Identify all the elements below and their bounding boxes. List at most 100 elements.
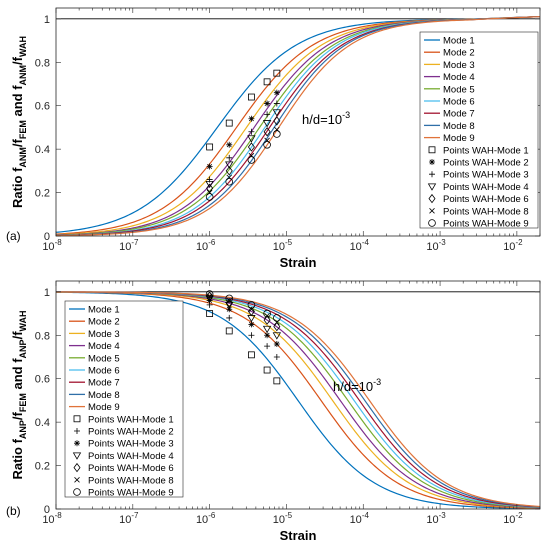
marker-circle-6-2 (247, 301, 256, 309)
curve-mode-1 (56, 291, 540, 509)
legend-marker-asterisk (429, 159, 435, 165)
marker-triangle-down-3-4 (272, 109, 282, 117)
marker-plus-2-4 (273, 100, 280, 107)
curve-mode-9 (56, 16, 540, 236)
legend-label: Points WAH-Mode 2 (88, 427, 174, 438)
marker-circle-6-1 (225, 177, 234, 186)
x-tick-label: 10-7 (119, 511, 139, 526)
marker-square-0-0 (206, 310, 214, 317)
legend-label: Mode 4 (88, 341, 120, 352)
legend-label: Mode 1 (88, 305, 120, 316)
x-tick-label: 10-3 (426, 238, 446, 253)
legend-label: Mode 8 (88, 390, 120, 401)
legend-marker-diamond (73, 462, 81, 473)
marker-square-0-3 (263, 366, 271, 374)
marker-plus-1-1 (226, 314, 233, 321)
legend-marker-plus (74, 428, 80, 434)
marker-asterisk-2-4 (273, 340, 280, 347)
x-tick-label: 10-2 (503, 238, 523, 253)
legend-label: Mode 2 (443, 48, 475, 59)
legend-label: Mode 9 (88, 402, 120, 413)
marker-plus-1-2 (248, 332, 255, 339)
x-tick-label: 10-5 (273, 511, 293, 526)
legend-label: Points WAH-Mode 8 (88, 475, 174, 486)
x-tick-label: 10-7 (119, 238, 139, 253)
x-axis-label: Strain (280, 528, 317, 543)
x-tick-label: 10-2 (503, 511, 523, 526)
legend-marker-asterisk (74, 440, 80, 447)
x-tick-label: 10-4 (350, 238, 370, 253)
marker-circle-6-3 (263, 141, 271, 149)
axes-frame (55, 280, 541, 510)
legend-marker-triangle-down (427, 183, 437, 191)
marker-asterisk-1-1 (226, 141, 233, 148)
annotation-h-d: h/d=10-3 (333, 377, 381, 394)
y-tick-label: 0.4 (35, 417, 50, 429)
marker-points (205, 69, 282, 201)
marker-circle-6-1 (225, 294, 234, 303)
marker-asterisk-2-2 (248, 321, 255, 328)
marker-asterisk-1-2 (248, 115, 255, 122)
x-ticks: 10-8 10-7 10-6 10-5 10-4 10-3 10-2 (42, 281, 541, 526)
legend-label: Mode 6 (88, 366, 120, 377)
x-tick-label: 10-6 (196, 238, 216, 253)
legend-label: Points WAH-Mode 6 (443, 194, 529, 205)
panel-label: (a) (6, 229, 21, 243)
marker-diamond-4-3 (263, 127, 271, 137)
legend-marker-x (429, 208, 435, 214)
legend-label: Points WAH-Mode 3 (443, 170, 529, 181)
x-axis-label: Strain (280, 255, 317, 270)
y-tick-label: 0.4 (35, 144, 50, 156)
marker-diamond-4-1 (225, 166, 233, 176)
legend-label: Points WAH-Mode 6 (88, 463, 174, 474)
marker-plus-1-4 (273, 354, 280, 360)
legend-marker-square (73, 415, 81, 423)
marker-plus-1-3 (264, 343, 271, 350)
y-tick-label: 0 (44, 231, 50, 243)
marker-triangle-down-3-2 (247, 135, 256, 143)
curves (56, 291, 540, 509)
marker-x-5-3 (264, 312, 270, 319)
marker-triangle-down-3-3 (262, 120, 272, 128)
y-tick-label: 0.2 (35, 461, 50, 473)
legend-label: Points WAH-Mode 4 (88, 451, 174, 462)
marker-plus-2-2 (248, 128, 255, 135)
y-tick-label: 0.2 (35, 188, 50, 200)
legend-label: Points WAH-Mode 1 (88, 414, 174, 425)
legend-label: Points WAH-Mode 1 (443, 145, 529, 156)
marker-asterisk-1-3 (264, 100, 271, 107)
y-tick-label: 0 (44, 504, 50, 516)
legend-label: Points WAH-Mode 3 (88, 439, 174, 450)
legend-label: Mode 8 (443, 121, 475, 132)
legend-label: Mode 5 (88, 353, 120, 364)
marker-square-0-3 (263, 78, 271, 86)
legend-marker-square (428, 146, 436, 154)
marker-square-0-4 (273, 69, 281, 77)
legend-marker-x (74, 477, 80, 483)
y-tick-label: 0.8 (35, 57, 50, 69)
x-tick-label: 10-8 (42, 511, 62, 526)
marker-circle-6-0 (205, 193, 214, 201)
marker-asterisk-1-4 (273, 89, 280, 96)
y-axis-label: Ratio fANP/fFEM and fANP/fWAH (10, 310, 28, 479)
y-tick-label: 1 (44, 14, 50, 26)
marker-x-5-0 (206, 293, 213, 299)
legend-label: Mode 9 (443, 133, 475, 144)
marker-triangle-down-3-0 (205, 180, 214, 189)
x-tick-label: 10-8 (42, 238, 62, 253)
chart-panel-b: 10-8 10-7 10-6 10-5 10-4 10-3 10-2 0 0.2 0.4 0.6 0.… (6, 280, 541, 543)
marker-circle-6-0 (205, 290, 214, 298)
legend-marker-diamond (428, 193, 436, 204)
marker-square-0-1 (225, 119, 233, 127)
marker-diamond-4-2 (247, 142, 255, 152)
legend-label: Mode 1 (443, 36, 475, 47)
legend-label: Points WAH-Mode 8 (443, 206, 529, 217)
legend-label: Mode 7 (443, 109, 475, 120)
legend-label: Mode 3 (88, 329, 120, 340)
marker-diamond-4-4 (273, 116, 281, 126)
marker-circle-6-2 (247, 156, 256, 164)
legend-label: Mode 5 (443, 84, 475, 95)
marker-diamond-4-3 (263, 315, 271, 325)
y-tick-label: 0.6 (35, 374, 50, 386)
